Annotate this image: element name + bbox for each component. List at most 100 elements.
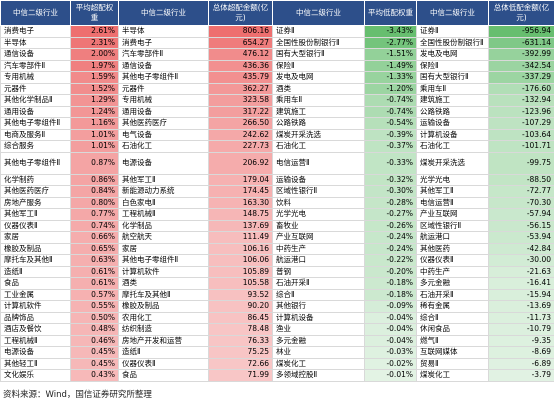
industry-cell: 消费电子 (118, 36, 209, 49)
industry-cell: 农用化工 (118, 311, 209, 324)
table-row: 化学制药 0.86% 其他军工Ⅱ 179.04 运输设备 -0.32% 光学光电 -88.50 (0, 173, 554, 186)
industry-cell: 酒类 (118, 277, 209, 290)
value-cell: -0.27% (364, 208, 417, 221)
value-cell: 0.46% (70, 334, 119, 347)
table-row: 汽车零部件Ⅱ 1.97% 通信设备 436.36 保险Ⅱ -1.49% 保险Ⅱ -342.54 (0, 59, 554, 72)
value-cell: 362.27 (208, 82, 273, 95)
value-cell: 105.89 (208, 265, 273, 278)
industry-cell: 计算机软件 (0, 300, 71, 313)
industry-cell: 产业互联网 (416, 208, 489, 221)
value-cell: -0.32% (364, 173, 417, 186)
value-cell: -0.24% (364, 242, 417, 255)
column-header: 平均超配权重 (70, 0, 119, 26)
source-note: 资料来源：Wind，国信证券研究所整理 (3, 389, 152, 400)
value-cell: -0.33% (364, 151, 417, 175)
industry-cell: 其他电子零组件Ⅱ (0, 117, 71, 130)
column-header: 中信二级行业 (0, 0, 71, 26)
industry-cell: 综合服务 (0, 140, 71, 153)
value-cell: -3.79 (488, 369, 554, 382)
value-cell: 1.01% (70, 140, 119, 153)
value-cell: -0.02% (364, 357, 417, 370)
table-row: 摩托车及其他Ⅱ 0.63% 其他电子零组件Ⅱ 106.06 航运港口 -0.22% 仪器仪表… (0, 254, 554, 267)
value-cell: 0.87% (70, 151, 119, 175)
value-cell: -0.54% (364, 117, 417, 130)
industry-cell: 发电及电网 (272, 71, 365, 84)
value-cell: -57.94 (488, 208, 554, 221)
value-cell: 0.45% (70, 346, 119, 359)
industry-cell: 建筑施工 (272, 105, 365, 118)
industry-cell: 航运港口 (416, 231, 489, 244)
value-cell: -0.24% (364, 231, 417, 244)
industry-cell: 发电及电网 (416, 48, 489, 61)
industry-cell: 仪器仪表Ⅱ (118, 357, 209, 370)
industry-cell: 其他电子零组件Ⅱ (0, 151, 71, 175)
industry-cell: 区域性银行Ⅱ (272, 185, 365, 198)
table-row: 酒店及餐饮 0.48% 纺织制造 78.48 渔业 -0.04% 休闲食品 -10.79 (0, 323, 554, 336)
value-cell: 0.74% (70, 219, 119, 232)
industry-cell: 产业互联网 (272, 231, 365, 244)
industry-cell: 家居 (0, 231, 71, 244)
value-cell: 174.45 (208, 185, 273, 198)
industry-cell: 计算机设备 (416, 128, 489, 141)
industry-cell: 其他银行 (272, 300, 365, 313)
value-cell: -1.49% (364, 59, 417, 72)
value-cell: -99.75 (488, 151, 554, 175)
column-header: 总体低配金额(亿元) (488, 0, 554, 26)
industry-cell: 稀有金属 (416, 300, 489, 313)
industry-cell: 其他医药 (416, 242, 489, 255)
value-cell: -88.50 (488, 173, 554, 186)
industry-cell: 计算机设备 (272, 311, 365, 324)
table-row: 其他电子零组件Ⅱ 0.87% 电源设备 206.92 电信运营Ⅱ -0.33% 煤炭开采洗选… (0, 151, 554, 175)
value-cell: 0.57% (70, 288, 119, 301)
industry-cell: 造纸Ⅱ (118, 346, 209, 359)
industry-cell: 房地产开发和运营 (118, 334, 209, 347)
value-cell: -103.64 (488, 128, 554, 141)
industry-cell: 运输设备 (416, 117, 489, 130)
industry-cell: 中药生产 (416, 265, 489, 278)
value-cell: 90.20 (208, 300, 273, 313)
value-cell: -631.14 (488, 36, 554, 49)
industry-cell: 家居 (118, 242, 209, 255)
industry-cell: 全国性股份制银行Ⅱ (416, 36, 489, 49)
industry-cell: 国有大型银行Ⅱ (272, 48, 365, 61)
industry-cell: 国有大型银行Ⅱ (416, 71, 489, 84)
value-cell: 2.00% (70, 48, 119, 61)
industry-cell: 电源设备 (118, 151, 209, 175)
value-cell: -0.01% (364, 369, 417, 382)
allocation-table: 中信二级行业 平均超配权重 中信二级行业 总体超配金额(亿元) 中信二级行业 平均低配权重… (0, 0, 554, 382)
industry-cell: 证券Ⅱ (272, 25, 365, 38)
industry-cell: 工业金属 (0, 288, 71, 301)
industry-cell: 食品 (0, 277, 71, 290)
industry-cell: 专用机械 (118, 94, 209, 107)
value-cell: -0.09% (364, 300, 417, 313)
value-cell: -21.63 (488, 265, 554, 278)
value-cell: -11.73 (488, 311, 554, 324)
value-cell: -2.77% (364, 36, 417, 49)
value-cell: -56.15 (488, 219, 554, 232)
industry-cell: 消费电子 (0, 25, 71, 38)
value-cell: 654.27 (208, 36, 273, 49)
table-row: 文化娱乐 0.43% 食品 71.99 多领域控股Ⅱ -0.01% 煤炭化工 -3.79 (0, 369, 554, 382)
value-cell: 137.69 (208, 219, 273, 232)
value-cell: 436.36 (208, 59, 273, 72)
value-cell: 0.55% (70, 300, 119, 313)
value-cell: 266.50 (208, 117, 273, 130)
industry-cell: 饮料 (272, 196, 365, 209)
column-header: 平均低配权重 (364, 0, 417, 26)
industry-cell: 林业 (272, 346, 365, 359)
value-cell: 242.62 (208, 128, 273, 141)
value-cell: -392.99 (488, 48, 554, 61)
value-cell: -16.41 (488, 277, 554, 290)
value-cell: -101.71 (488, 140, 554, 153)
industry-cell: 建筑施工 (416, 94, 489, 107)
table-row: 半导体 2.31% 消费电子 654.27 全国性股份制银行Ⅱ -2.77% 全国性股份制银… (0, 36, 554, 49)
value-cell: 1.52% (70, 82, 119, 95)
value-cell: -3.43% (364, 25, 417, 38)
industry-cell: 航空航天 (118, 231, 209, 244)
value-cell: -0.18% (364, 288, 417, 301)
industry-cell: 橡胶及制品 (118, 300, 209, 313)
value-cell: 435.79 (208, 71, 273, 84)
value-cell: 76.33 (208, 334, 273, 347)
table-row: 综合服务 1.01% 石油化工 227.73 石油化工 -0.37% 石油化工 -101.71 (0, 140, 554, 153)
